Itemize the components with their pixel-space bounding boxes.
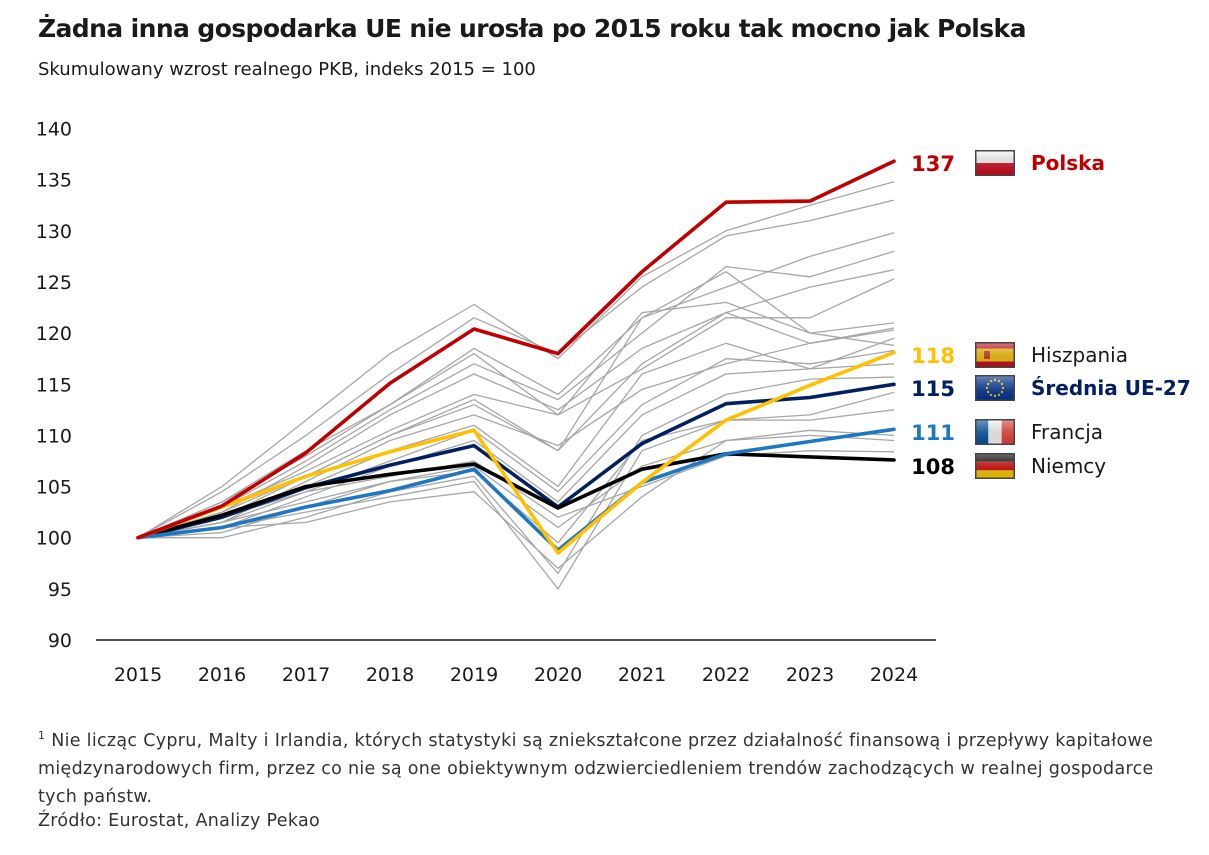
x-tick-label: 2020 [534,664,582,686]
footnote: 1 Nie licząc Cypru, Malty i Irlandia, kt… [38,722,1188,811]
y-tick-label: 125 [36,272,72,294]
y-tick-label: 105 [36,477,72,499]
background-country-line [137,271,895,539]
y-tick-label: 135 [36,170,72,192]
x-tick-label: 2017 [282,664,330,686]
value-label-eu: 115 [911,377,955,401]
y-tick-label: 140 [36,119,72,141]
background-country-line [137,199,895,539]
line-chart: 90 95 100 105 110 115 120 125 130 135 140 2015 2016… [36,119,1191,687]
series-line-pl [136,159,896,540]
background-country-line [137,349,895,539]
y-tick-label: 110 [36,425,72,447]
footnote-text: Nie licząc Cypru, Malty i Irlandia, któr… [38,730,1154,807]
x-tick-label: 2021 [618,664,666,686]
chart-title: Żadna inna gospodarka UE nie urosła po 2… [38,14,1026,43]
background-country-line [137,181,895,539]
background-country-line [137,429,895,570]
flag-es-icon [975,342,1015,368]
background-country-line [137,434,895,539]
series-line-es [136,350,896,555]
legend: 137 Polska 118 Hiszpania 115 Średnia UE-27 111… [911,150,1191,479]
background-country-line [138,376,895,575]
x-tick-label: 2018 [366,664,414,686]
y-tick-label: 130 [36,221,72,243]
y-tick-label: 100 [36,528,72,550]
flag-fr-icon [975,419,1015,445]
value-label-fr: 111 [911,421,955,445]
value-label-de: 108 [911,455,955,479]
value-label-pl: 137 [911,152,955,176]
x-tick-label: 2023 [786,664,834,686]
background-country-line [137,409,895,544]
y-tick-label: 90 [48,630,72,652]
flag-pl-icon [975,150,1015,176]
x-tick-label: 2022 [702,664,750,686]
x-tick-label: 2015 [114,664,162,686]
background-country-line [137,311,895,539]
flag-de-icon [975,453,1015,479]
legend-label-de: Niemcy [1031,454,1106,478]
series-line-de [136,451,896,540]
highlight-series [136,159,896,555]
legend-label-eu: Średnia UE-27 [1031,376,1191,400]
flag-eu-icon [975,375,1015,401]
x-tick-label: 2016 [198,664,246,686]
source-note: Źródło: Eurostat, Analizy Pekao [38,811,320,831]
footnote-marker: 1 [38,729,46,742]
x-tick-label: 2019 [450,664,498,686]
legend-label-fr: Francja [1031,420,1103,444]
legend-label-pl: Polska [1031,151,1105,175]
legend-label-es: Hiszpania [1031,343,1128,367]
y-tick-label: 115 [36,374,72,396]
background-country-line [137,250,895,539]
y-tick-label: 120 [36,323,72,345]
y-axis: 90 95 100 105 110 115 120 125 130 135 140 [36,119,72,653]
x-tick-label: 2024 [870,664,918,686]
y-tick-label: 95 [48,579,72,601]
chart-subtitle: Skumulowany wzrost realnego PKB, indeks … [38,59,536,80]
value-label-es: 118 [911,344,955,368]
series-line-fr [136,427,896,552]
background-series [137,181,895,590]
x-axis: 2015 2016 2017 2018 2019 2020 2021 2022 2023 2024 [114,664,918,686]
